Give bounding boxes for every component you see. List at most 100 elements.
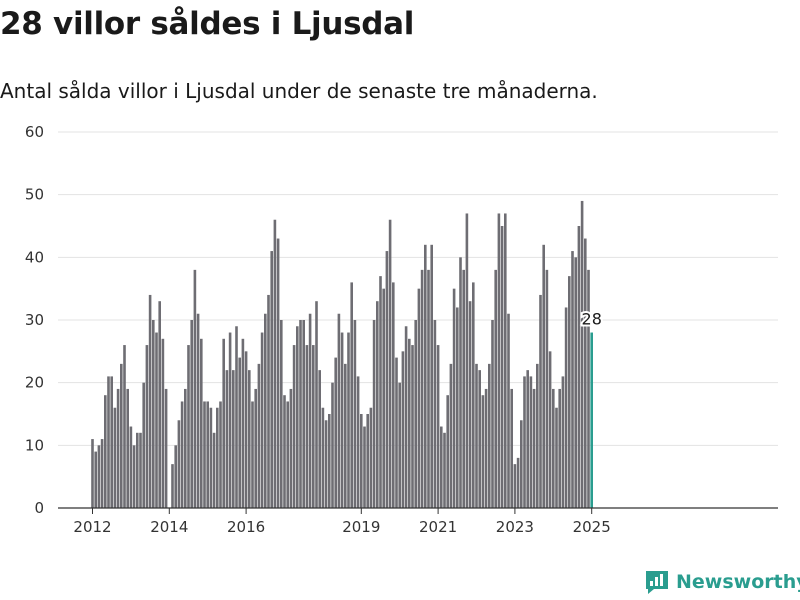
bar bbox=[446, 395, 449, 508]
bar bbox=[398, 382, 401, 508]
bar bbox=[184, 388, 187, 508]
bar bbox=[251, 401, 254, 508]
bar bbox=[190, 320, 193, 508]
bar bbox=[193, 269, 197, 508]
bar bbox=[369, 407, 373, 508]
bar bbox=[225, 370, 229, 508]
bar bbox=[129, 426, 133, 508]
bar bbox=[536, 363, 539, 508]
bar bbox=[100, 439, 104, 508]
bar bbox=[494, 269, 497, 508]
bar bbox=[452, 288, 456, 508]
bar bbox=[548, 351, 552, 508]
bar bbox=[324, 420, 328, 508]
bar bbox=[216, 407, 219, 508]
bar bbox=[561, 376, 565, 508]
x-axis: 2012 2014 2016 2019 2021 2023 2025 bbox=[58, 507, 778, 536]
bar bbox=[532, 388, 536, 508]
chart-title: 28 villor såldes i Ljusdal bbox=[0, 6, 415, 42]
bar bbox=[267, 294, 270, 508]
bar bbox=[587, 269, 590, 508]
bar bbox=[273, 219, 277, 508]
bar bbox=[379, 276, 382, 508]
bar bbox=[395, 357, 398, 508]
bar bbox=[414, 320, 417, 508]
bar bbox=[574, 257, 577, 508]
bar bbox=[443, 432, 446, 508]
bar bbox=[424, 244, 427, 509]
bar bbox=[353, 320, 357, 508]
bar bbox=[136, 432, 139, 508]
bar bbox=[142, 382, 145, 508]
bar bbox=[286, 401, 289, 508]
bar bbox=[401, 351, 405, 508]
bar bbox=[539, 294, 542, 508]
bar bbox=[465, 213, 469, 508]
bar bbox=[462, 269, 465, 508]
bar bbox=[491, 320, 494, 508]
bar bbox=[459, 257, 462, 508]
bar bbox=[171, 464, 174, 508]
bar bbox=[356, 376, 360, 508]
y-tick-label: 0 bbox=[34, 499, 44, 517]
y-tick-label: 60 bbox=[25, 123, 44, 141]
bar bbox=[468, 301, 472, 508]
bar bbox=[472, 282, 475, 508]
bar bbox=[347, 332, 350, 508]
chart-subtitle: Antal sålda villor i Ljusdal under de se… bbox=[0, 79, 598, 103]
bar bbox=[104, 395, 107, 508]
bar bbox=[196, 313, 200, 508]
bar bbox=[433, 320, 437, 508]
bar bbox=[404, 326, 408, 508]
bar bbox=[366, 414, 369, 508]
bar bbox=[222, 338, 225, 508]
bar bbox=[174, 445, 177, 508]
bar bbox=[148, 294, 152, 508]
bar bbox=[113, 407, 117, 508]
bar bbox=[456, 307, 459, 508]
bar bbox=[526, 370, 529, 508]
bar bbox=[529, 376, 533, 508]
bar bbox=[449, 363, 453, 508]
bar bbox=[321, 407, 325, 508]
bar bbox=[478, 370, 481, 508]
bar bbox=[488, 363, 491, 508]
bar bbox=[500, 226, 504, 508]
bar bbox=[299, 320, 302, 508]
bar bbox=[385, 251, 389, 509]
y-tick-label: 50 bbox=[25, 186, 44, 204]
bar bbox=[516, 457, 520, 508]
bar bbox=[289, 388, 293, 508]
bar bbox=[235, 326, 238, 508]
bar bbox=[110, 376, 113, 508]
newsworthy-logo-icon bbox=[646, 571, 668, 594]
bar bbox=[420, 269, 424, 508]
bar bbox=[331, 382, 334, 508]
x-tick-label: 2023 bbox=[496, 518, 534, 536]
bar bbox=[388, 219, 392, 508]
bar bbox=[475, 363, 478, 508]
bar bbox=[180, 401, 184, 508]
bar bbox=[520, 420, 523, 508]
bar bbox=[139, 432, 142, 508]
bar bbox=[315, 301, 318, 508]
x-tick-label: 2025 bbox=[573, 518, 611, 536]
bars bbox=[91, 200, 593, 509]
bar bbox=[264, 313, 267, 508]
newsworthy-logo: Newsworthy bbox=[644, 569, 800, 595]
bar bbox=[187, 345, 190, 508]
bar bbox=[107, 376, 110, 508]
bar bbox=[302, 320, 305, 508]
bar bbox=[97, 445, 101, 508]
bar bbox=[558, 388, 561, 508]
bar bbox=[545, 269, 549, 508]
y-tick-label: 10 bbox=[25, 436, 44, 454]
bar bbox=[270, 251, 273, 509]
bar bbox=[318, 370, 321, 508]
bar bbox=[350, 282, 353, 508]
y-tick-label: 30 bbox=[25, 311, 44, 329]
bar bbox=[152, 320, 155, 508]
bar bbox=[308, 313, 312, 508]
bar bbox=[292, 345, 296, 508]
bar bbox=[580, 200, 584, 508]
